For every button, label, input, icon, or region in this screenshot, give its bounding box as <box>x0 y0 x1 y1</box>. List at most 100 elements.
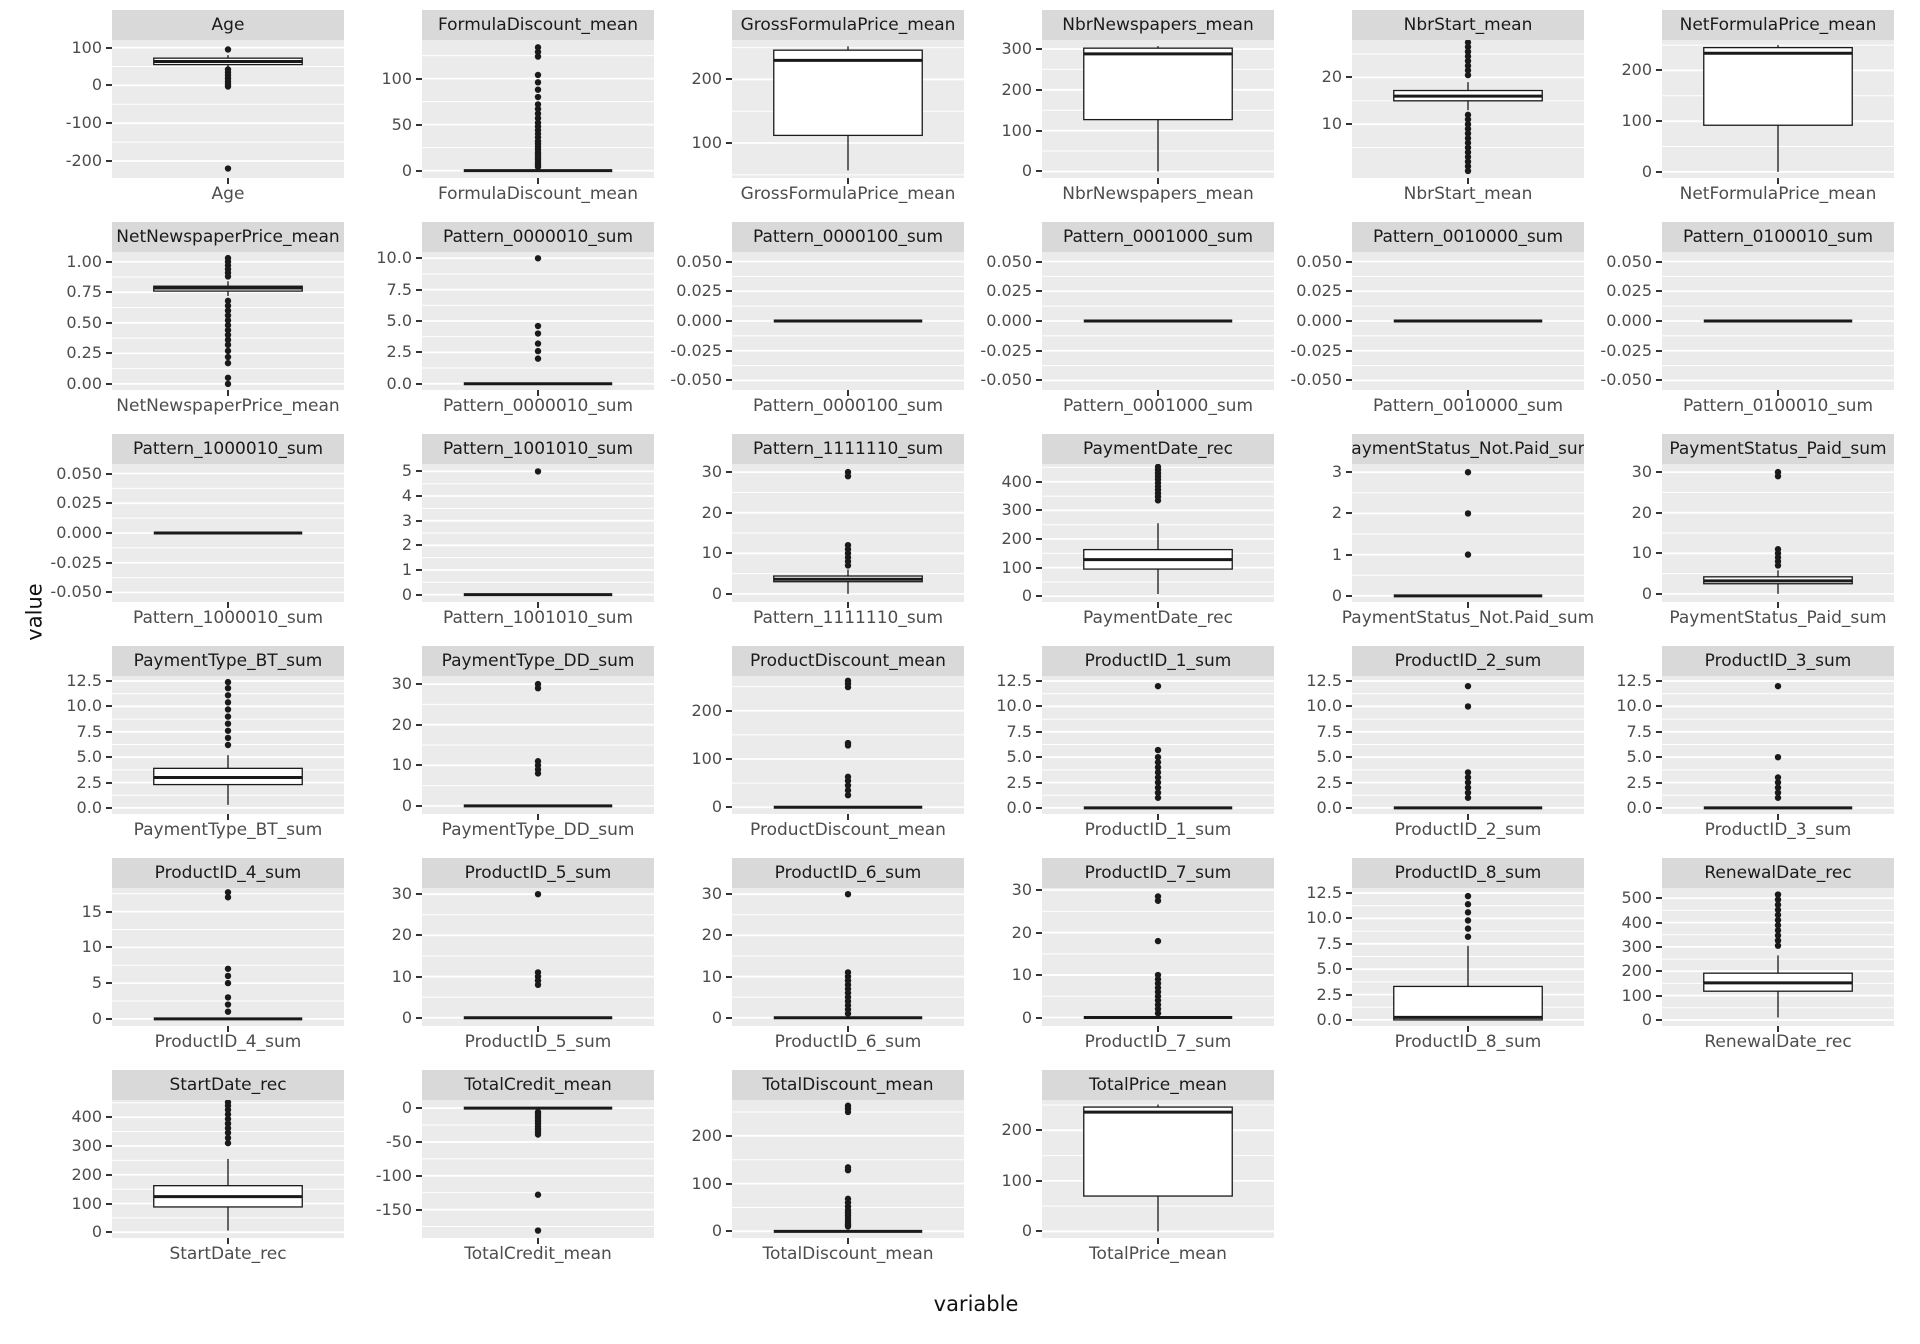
facet-strip-title: ProductID_1_sum <box>1084 651 1232 671</box>
x-axis-label: ProductID_3_sum <box>1704 820 1852 840</box>
y-tick-label: 30 <box>701 884 722 904</box>
y-tick-mark <box>1656 705 1662 708</box>
y-tick-mark <box>726 260 732 263</box>
y-tick-label: 0.025 <box>1606 281 1652 301</box>
y-tick-label: 0 <box>1641 583 1652 603</box>
facet-strip-title: TotalDiscount_mean <box>762 1075 934 1095</box>
y-tick-mark <box>416 1107 422 1110</box>
facet-strip-title: ProductID_5_sum <box>464 863 612 883</box>
x-axis-label: ProductID_8_sum <box>1394 1032 1542 1052</box>
y-tick-label: 2 <box>1331 503 1342 523</box>
y-tick-label: 0 <box>1331 585 1342 605</box>
x-axis-label: PaymentType_DD_sum <box>441 820 635 840</box>
facet-plot-row: 0 10 20 30 <box>1596 464 1906 602</box>
y-tick-label: -100 <box>65 113 102 133</box>
facet-strip: TotalCredit_mean <box>422 1070 654 1100</box>
y-tick-mark <box>416 382 422 385</box>
y-tick-mark <box>726 552 732 555</box>
y-tick-mark <box>1346 471 1352 474</box>
x-axis-label: Age <box>211 184 245 204</box>
y-tick-label: 0 <box>1021 1007 1032 1027</box>
facet-panel: TotalCredit_mean -150 -100 -50 0 TotalCredit_… <box>356 1070 666 1264</box>
y-tick-label: 20 <box>391 714 412 734</box>
y-axis: 0 10 20 30 <box>666 464 732 602</box>
y-tick-label: 100 <box>1621 985 1652 1005</box>
x-tick-mark <box>1157 1026 1159 1032</box>
y-tick-mark <box>416 470 422 473</box>
x-axis: ProductID_2_sum <box>1352 814 1584 840</box>
y-tick-mark <box>416 683 422 686</box>
y-tick-mark <box>1036 566 1042 569</box>
y-tick-mark <box>106 1116 112 1119</box>
boxplot-panel <box>422 464 654 602</box>
x-axis: ProductID_6_sum <box>732 1026 964 1052</box>
facet-strip: NbrNewspapers_mean <box>1042 10 1274 40</box>
facet-panel: Pattern_1001010_sum 0 1 2 3 4 5 Pattern_1001010… <box>356 434 666 628</box>
y-tick-label: 5.0 <box>1626 747 1652 767</box>
facet-plot-row: 0 100 200 <box>976 1100 1286 1239</box>
y-tick-mark <box>416 764 422 767</box>
x-tick-mark <box>1157 602 1159 608</box>
facet-panel: ProductID_4_sum 0 5 10 15 ProductID_4_sum <box>46 858 356 1052</box>
y-tick-mark <box>416 257 422 260</box>
y-tick-mark <box>726 1182 732 1185</box>
y-tick-mark <box>416 723 422 726</box>
y-tick-label: 12.5 <box>1306 671 1342 691</box>
facet-panel: Pattern_1000010_sum -0.050 -0.025 0.000 0.02… <box>46 434 356 628</box>
y-tick-mark <box>1656 897 1662 900</box>
facet-strip-title: StartDate_rec <box>169 1075 287 1095</box>
y-tick-mark <box>106 472 112 475</box>
x-tick-mark <box>1467 602 1469 608</box>
x-tick-mark <box>227 814 229 820</box>
facet-strip: Pattern_1111110_sum <box>732 434 964 464</box>
x-tick-mark <box>1157 1238 1159 1244</box>
y-tick-mark <box>416 1140 422 1143</box>
facet-panel: Pattern_1111110_sum 0 10 20 30 Pattern_111111… <box>666 434 976 628</box>
facet-plot-row: 0 100 200 300 400 500 <box>1596 888 1906 1027</box>
y-axis: 0 100 200 300 <box>976 40 1042 179</box>
x-tick-mark <box>1157 814 1159 820</box>
x-axis-label: ProductID_7_sum <box>1084 1032 1232 1052</box>
facet-strip-title: PaymentType_BT_sum <box>133 651 323 671</box>
y-tick-label: 100 <box>1621 111 1652 131</box>
facet-panel: Pattern_0010000_sum -0.050 -0.025 0.000 0.02… <box>1286 222 1596 416</box>
y-axis: 0 5 10 15 <box>46 888 112 1026</box>
y-tick-label: -150 <box>375 1199 412 1219</box>
y-tick-mark <box>1346 594 1352 597</box>
boxplot-panel <box>732 252 964 390</box>
facet-plot-row: 0 10 20 30 <box>666 884 976 1026</box>
facet-plot-row: -200 -100 0 100 <box>46 39 356 178</box>
y-tick-mark <box>106 946 112 949</box>
x-axis-label: RenewalDate_rec <box>1704 1032 1852 1052</box>
y-tick-label: 10.0 <box>376 248 412 268</box>
y-tick-mark <box>1036 756 1042 759</box>
x-axis-label: ProductID_2_sum <box>1394 820 1542 840</box>
boxplot-panel <box>1042 464 1274 602</box>
x-axis-label: NetNewspaperPrice_mean <box>116 396 340 416</box>
y-tick-mark <box>106 561 112 564</box>
y-tick-label: 200 <box>1001 1120 1032 1140</box>
y-tick-mark <box>1656 730 1662 733</box>
y-tick-label: 0 <box>91 1222 102 1242</box>
y-tick-mark <box>726 471 732 474</box>
y-tick-label: 0.025 <box>676 281 722 301</box>
y-tick-label: 30 <box>1631 462 1652 482</box>
y-tick-mark <box>1346 892 1352 895</box>
facet-plot-row: 100 200 <box>666 40 976 178</box>
facet-panel: Age -200 -100 0 100 Age <box>46 10 356 204</box>
x-tick-mark <box>1777 390 1779 396</box>
y-tick-label: 0 <box>711 797 722 817</box>
facet-strip: ProductID_2_sum <box>1352 646 1584 676</box>
y-axis: 0 10 20 30 <box>1596 464 1662 602</box>
y-tick-label: 2.5 <box>1006 772 1032 792</box>
y-tick-mark <box>416 77 422 80</box>
x-axis-label: ProductID_1_sum <box>1084 820 1232 840</box>
y-axis: 0.0 2.5 5.0 7.5 10.0 12.5 <box>46 673 112 815</box>
y-tick-mark <box>1346 512 1352 515</box>
y-tick-label: 5.0 <box>1316 959 1342 979</box>
y-tick-mark <box>1036 705 1042 708</box>
x-axis: Pattern_1111110_sum <box>732 602 964 628</box>
facet-plot-row: -0.050 -0.025 0.000 0.025 0.050 <box>976 252 1286 390</box>
facet-strip-title: NbrNewspapers_mean <box>1062 15 1254 35</box>
x-tick-mark <box>1777 602 1779 608</box>
